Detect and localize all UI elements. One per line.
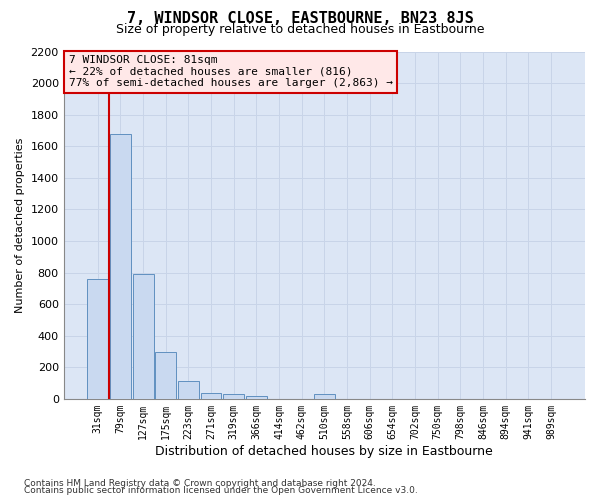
Bar xyxy=(246,396,267,399)
Text: Size of property relative to detached houses in Eastbourne: Size of property relative to detached ho… xyxy=(116,22,484,36)
Bar xyxy=(133,274,154,399)
X-axis label: Distribution of detached houses by size in Eastbourne: Distribution of detached houses by size … xyxy=(155,444,493,458)
Text: Contains public sector information licensed under the Open Government Licence v3: Contains public sector information licen… xyxy=(24,486,418,495)
Text: 7, WINDSOR CLOSE, EASTBOURNE, BN23 8JS: 7, WINDSOR CLOSE, EASTBOURNE, BN23 8JS xyxy=(127,11,473,26)
Bar xyxy=(110,134,131,399)
Text: Contains HM Land Registry data © Crown copyright and database right 2024.: Contains HM Land Registry data © Crown c… xyxy=(24,478,376,488)
Bar xyxy=(223,394,244,399)
Bar xyxy=(200,392,221,399)
Y-axis label: Number of detached properties: Number of detached properties xyxy=(15,138,25,313)
Text: 7 WINDSOR CLOSE: 81sqm
← 22% of detached houses are smaller (816)
77% of semi-de: 7 WINDSOR CLOSE: 81sqm ← 22% of detached… xyxy=(69,55,393,88)
Bar xyxy=(314,394,335,399)
Bar xyxy=(88,279,108,399)
Bar xyxy=(178,382,199,399)
Bar xyxy=(155,352,176,399)
